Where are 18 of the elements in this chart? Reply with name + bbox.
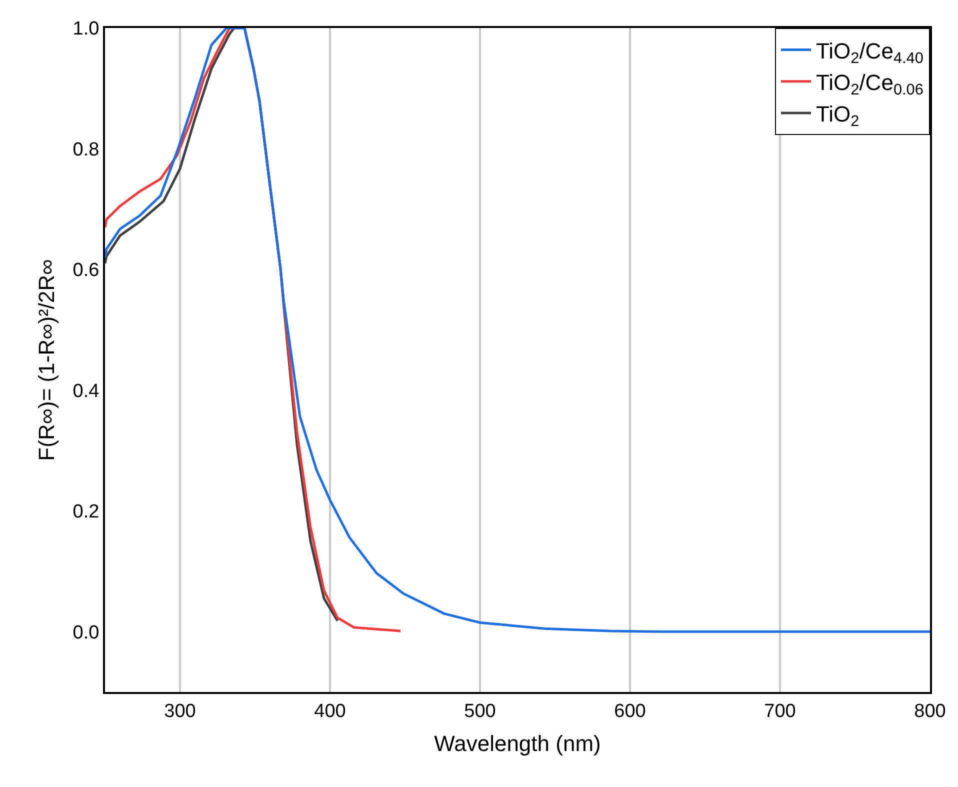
- x-tick-label: 800: [914, 700, 946, 722]
- x-tick-label: 400: [314, 700, 346, 722]
- x-tick-label: 300: [164, 700, 196, 722]
- legend-label: TiO$_{2}$: [816, 102, 860, 130]
- x-tick-label: 500: [464, 700, 496, 722]
- x-axis-title: Wavelength (nm): [434, 731, 601, 756]
- y-tick-label: 0.8: [72, 139, 100, 160]
- legend-label: TiO$_{2}$/Ce$_{4.40}$: [816, 38, 924, 67]
- legend-label: TiO$_{2}$/Ce$_{0.06}$: [816, 70, 924, 99]
- y-tick-label: 0.4: [72, 380, 100, 402]
- line-series: [105, 28, 930, 633]
- y-axis-title: F(R∞)= (1-R∞)²/2R∞: [34, 259, 60, 461]
- x-tick-label: 600: [614, 700, 646, 722]
- y-tick-label: 0.0: [72, 622, 100, 644]
- y-tick-label: 0.6: [72, 260, 100, 282]
- y-tick-label: 0.2: [72, 502, 100, 523]
- y-tick-label: 1.0: [72, 18, 100, 40]
- x-tick-label: 700: [764, 700, 796, 722]
